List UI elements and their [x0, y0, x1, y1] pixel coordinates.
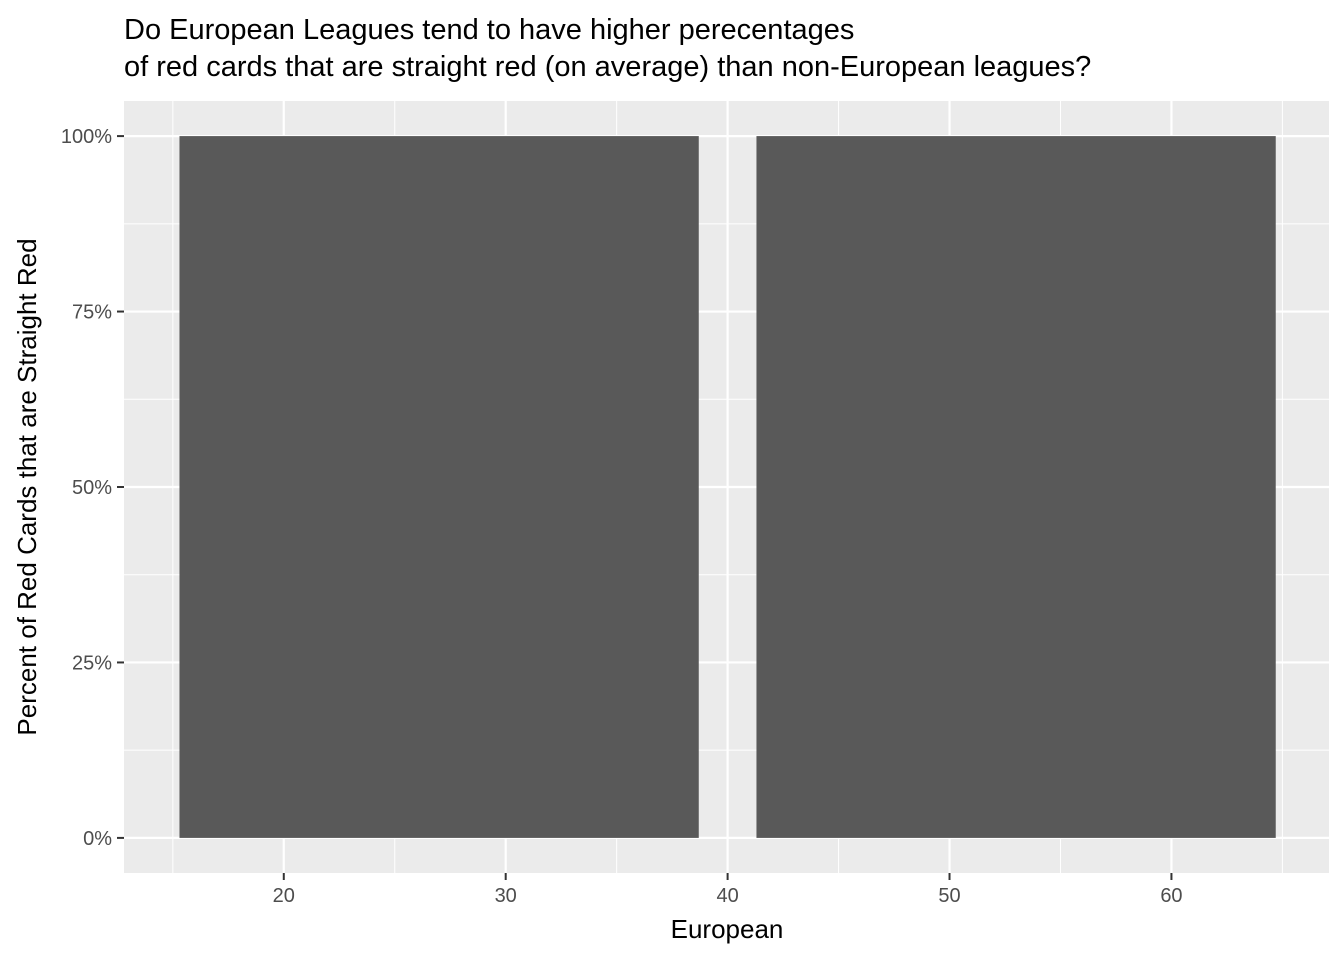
y-tick-label: 75%: [72, 302, 112, 324]
x-tick-label: 20: [273, 885, 295, 907]
x-tick-label: 40: [716, 885, 738, 907]
y-tick-label: 100%: [61, 126, 112, 148]
x-axis: 20 30 40 50 60: [273, 873, 1183, 907]
chart-title: Do European Leagues tend to have higher …: [124, 12, 1091, 86]
x-tick-label: 50: [938, 885, 960, 907]
x-axis-title: European: [671, 914, 784, 944]
bars: [179, 136, 1276, 838]
x-tick-label: 60: [1160, 885, 1182, 907]
chart-title-line-1: Do European Leagues tend to have higher …: [124, 14, 855, 46]
x-tick-label: 30: [495, 885, 517, 907]
chart-title-line-2: of red cards that are straight red (on a…: [124, 51, 1092, 83]
y-tick-label: 50%: [72, 477, 112, 499]
bar-1: [179, 136, 699, 838]
y-axis-title: Percent of Red Cards that are Straight R…: [12, 238, 42, 735]
y-axis: 0% 25% 50% 75% 100%: [61, 126, 124, 850]
bar-2: [756, 136, 1276, 838]
y-tick-label: 0%: [83, 828, 112, 850]
y-tick-label: 25%: [72, 652, 112, 674]
